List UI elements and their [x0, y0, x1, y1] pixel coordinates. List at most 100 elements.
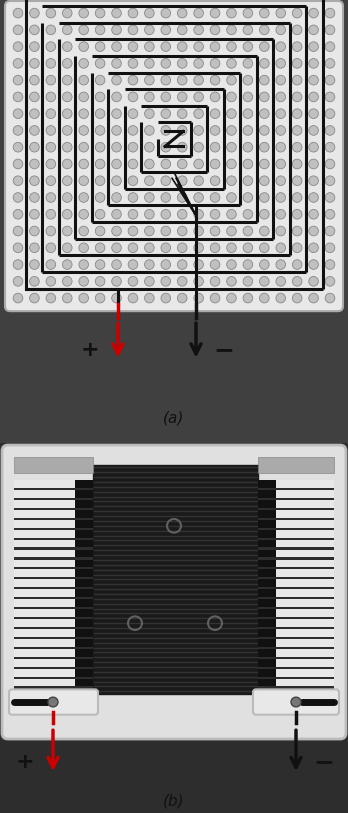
Circle shape — [79, 76, 88, 85]
Circle shape — [276, 176, 286, 185]
Circle shape — [13, 259, 23, 269]
Circle shape — [46, 142, 56, 152]
Circle shape — [210, 193, 220, 202]
Bar — [276, 659, 334, 667]
Circle shape — [177, 226, 187, 236]
Circle shape — [194, 293, 204, 303]
Circle shape — [13, 59, 23, 68]
Circle shape — [260, 109, 269, 119]
Circle shape — [112, 276, 121, 286]
Circle shape — [276, 76, 286, 85]
Circle shape — [79, 25, 88, 35]
Circle shape — [210, 243, 220, 253]
Circle shape — [194, 193, 204, 202]
Circle shape — [161, 25, 171, 35]
Circle shape — [210, 142, 220, 152]
Bar — [258, 528, 334, 530]
Bar — [75, 559, 93, 567]
Bar — [75, 629, 93, 637]
Circle shape — [128, 59, 138, 68]
Circle shape — [227, 109, 236, 119]
Circle shape — [276, 243, 286, 253]
Circle shape — [79, 92, 88, 102]
Bar — [14, 498, 93, 500]
Circle shape — [292, 210, 302, 219]
Bar — [258, 490, 276, 498]
Circle shape — [309, 243, 318, 253]
Circle shape — [194, 210, 204, 219]
Bar — [14, 686, 93, 689]
Circle shape — [177, 159, 187, 169]
Bar — [258, 558, 334, 559]
Bar — [276, 599, 334, 607]
Circle shape — [292, 193, 302, 202]
Circle shape — [144, 293, 154, 303]
Circle shape — [227, 210, 236, 219]
Bar — [258, 599, 276, 607]
Circle shape — [30, 243, 39, 253]
Circle shape — [292, 76, 302, 85]
Bar — [14, 508, 93, 510]
Circle shape — [292, 109, 302, 119]
Bar — [14, 547, 93, 550]
Circle shape — [144, 41, 154, 51]
Circle shape — [161, 243, 171, 253]
Circle shape — [95, 125, 105, 135]
Circle shape — [292, 159, 302, 169]
Bar — [14, 567, 93, 569]
Circle shape — [161, 259, 171, 269]
Circle shape — [260, 276, 269, 286]
Text: +: + — [81, 341, 99, 360]
Bar — [258, 617, 334, 619]
Circle shape — [128, 226, 138, 236]
Circle shape — [194, 76, 204, 85]
Bar — [276, 530, 334, 537]
Circle shape — [227, 193, 236, 202]
Circle shape — [276, 159, 286, 169]
Bar — [258, 627, 334, 629]
Bar — [276, 679, 334, 686]
Circle shape — [276, 109, 286, 119]
Circle shape — [161, 41, 171, 51]
Circle shape — [194, 25, 204, 35]
Circle shape — [144, 193, 154, 202]
Circle shape — [260, 59, 269, 68]
Circle shape — [144, 109, 154, 119]
Circle shape — [210, 41, 220, 51]
Bar — [258, 567, 334, 569]
Circle shape — [210, 210, 220, 219]
Circle shape — [292, 176, 302, 185]
Circle shape — [62, 210, 72, 219]
Circle shape — [325, 276, 335, 286]
Bar — [14, 679, 75, 686]
Circle shape — [95, 76, 105, 85]
Circle shape — [112, 243, 121, 253]
Circle shape — [112, 76, 121, 85]
Circle shape — [62, 226, 72, 236]
Circle shape — [210, 125, 220, 135]
Circle shape — [309, 109, 318, 119]
Circle shape — [177, 59, 187, 68]
Circle shape — [260, 243, 269, 253]
Circle shape — [79, 41, 88, 51]
Bar — [258, 657, 334, 659]
Bar — [14, 589, 75, 597]
Circle shape — [112, 176, 121, 185]
Circle shape — [79, 276, 88, 286]
Bar — [258, 607, 334, 609]
Bar — [258, 537, 334, 540]
Bar — [276, 510, 334, 518]
Circle shape — [210, 25, 220, 35]
Circle shape — [144, 25, 154, 35]
Circle shape — [194, 159, 204, 169]
Circle shape — [161, 210, 171, 219]
Circle shape — [30, 193, 39, 202]
Circle shape — [128, 125, 138, 135]
Circle shape — [46, 76, 56, 85]
Circle shape — [46, 210, 56, 219]
Circle shape — [260, 193, 269, 202]
Circle shape — [112, 92, 121, 102]
Circle shape — [128, 41, 138, 51]
Circle shape — [177, 142, 187, 152]
Bar — [258, 597, 334, 599]
